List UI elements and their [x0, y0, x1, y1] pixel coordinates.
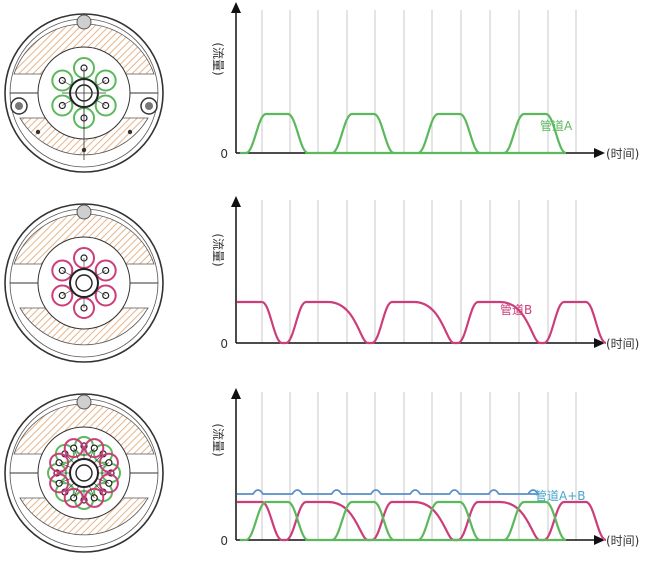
piston-rings-a	[51, 57, 117, 129]
y-axis-arrow-b	[231, 196, 241, 207]
x-axis-label-ab: (时间)	[606, 534, 639, 548]
panel-b: (流量) 0 (时间) 管道B	[4, 196, 639, 363]
gridlines-ab	[261, 392, 577, 540]
zero-label-ab: 0	[220, 534, 228, 548]
gridlines-a	[261, 10, 577, 153]
panel-ab: (流量) 0 (时间) 管道A+B	[4, 388, 639, 553]
x-axis-arrow-b	[594, 338, 605, 348]
piston-ring	[51, 69, 74, 92]
y-axis-label-b: (流量)	[211, 233, 225, 266]
series-label-b: 管道B	[500, 302, 532, 317]
panel-a: (流量) 0 (时间) 管道A	[4, 2, 639, 173]
piston-ring	[94, 94, 117, 117]
pump-cross-section-b	[4, 203, 164, 363]
piston-ring	[63, 438, 84, 459]
piston-ring	[94, 259, 117, 282]
piston-ring	[98, 452, 119, 473]
x-axis-label-b: (时间)	[606, 337, 639, 351]
y-axis-arrow-a	[231, 2, 241, 13]
flow-curve-a	[240, 112, 567, 155]
piston-ring	[84, 487, 105, 508]
flow-curve-ab-b	[237, 500, 607, 542]
y-axis-label-ab: (流量)	[211, 423, 225, 456]
x-axis-label-a: (时间)	[606, 147, 639, 161]
pump-cross-section-a	[4, 13, 164, 173]
x-axis-arrow-a	[594, 148, 605, 158]
series-label-ab: 管道A+B	[535, 488, 586, 503]
flow-curve-ab-sum	[237, 489, 540, 495]
piston-ring	[51, 94, 74, 117]
series-label-a: 管道A	[540, 118, 573, 133]
plot-b: (流量) 0 (时间) 管道B	[211, 196, 639, 351]
piston-ring	[94, 69, 117, 92]
zero-label-a: 0	[220, 147, 228, 161]
flow-curve-ab-a	[240, 500, 567, 542]
zero-label-b: 0	[220, 337, 228, 351]
plot-a: (流量) 0 (时间) 管道A	[211, 2, 639, 161]
piston-ring	[51, 284, 74, 307]
piston-ring	[84, 438, 105, 459]
y-axis-arrow-ab	[231, 388, 241, 399]
piston-ring	[63, 487, 84, 508]
piston-ring	[49, 473, 70, 494]
y-axis-label-a: (流量)	[211, 42, 225, 75]
flow-curve-b	[237, 300, 607, 345]
pump-cross-section-ab	[4, 393, 164, 553]
piston-ring	[51, 259, 74, 282]
piston-ring	[49, 452, 70, 473]
gridlines-b	[261, 200, 577, 343]
piston-ring	[94, 284, 117, 307]
piston-ring	[98, 473, 119, 494]
plot-ab: (流量) 0 (时间) 管道A+B	[211, 388, 639, 548]
x-axis-arrow-ab	[594, 535, 605, 545]
